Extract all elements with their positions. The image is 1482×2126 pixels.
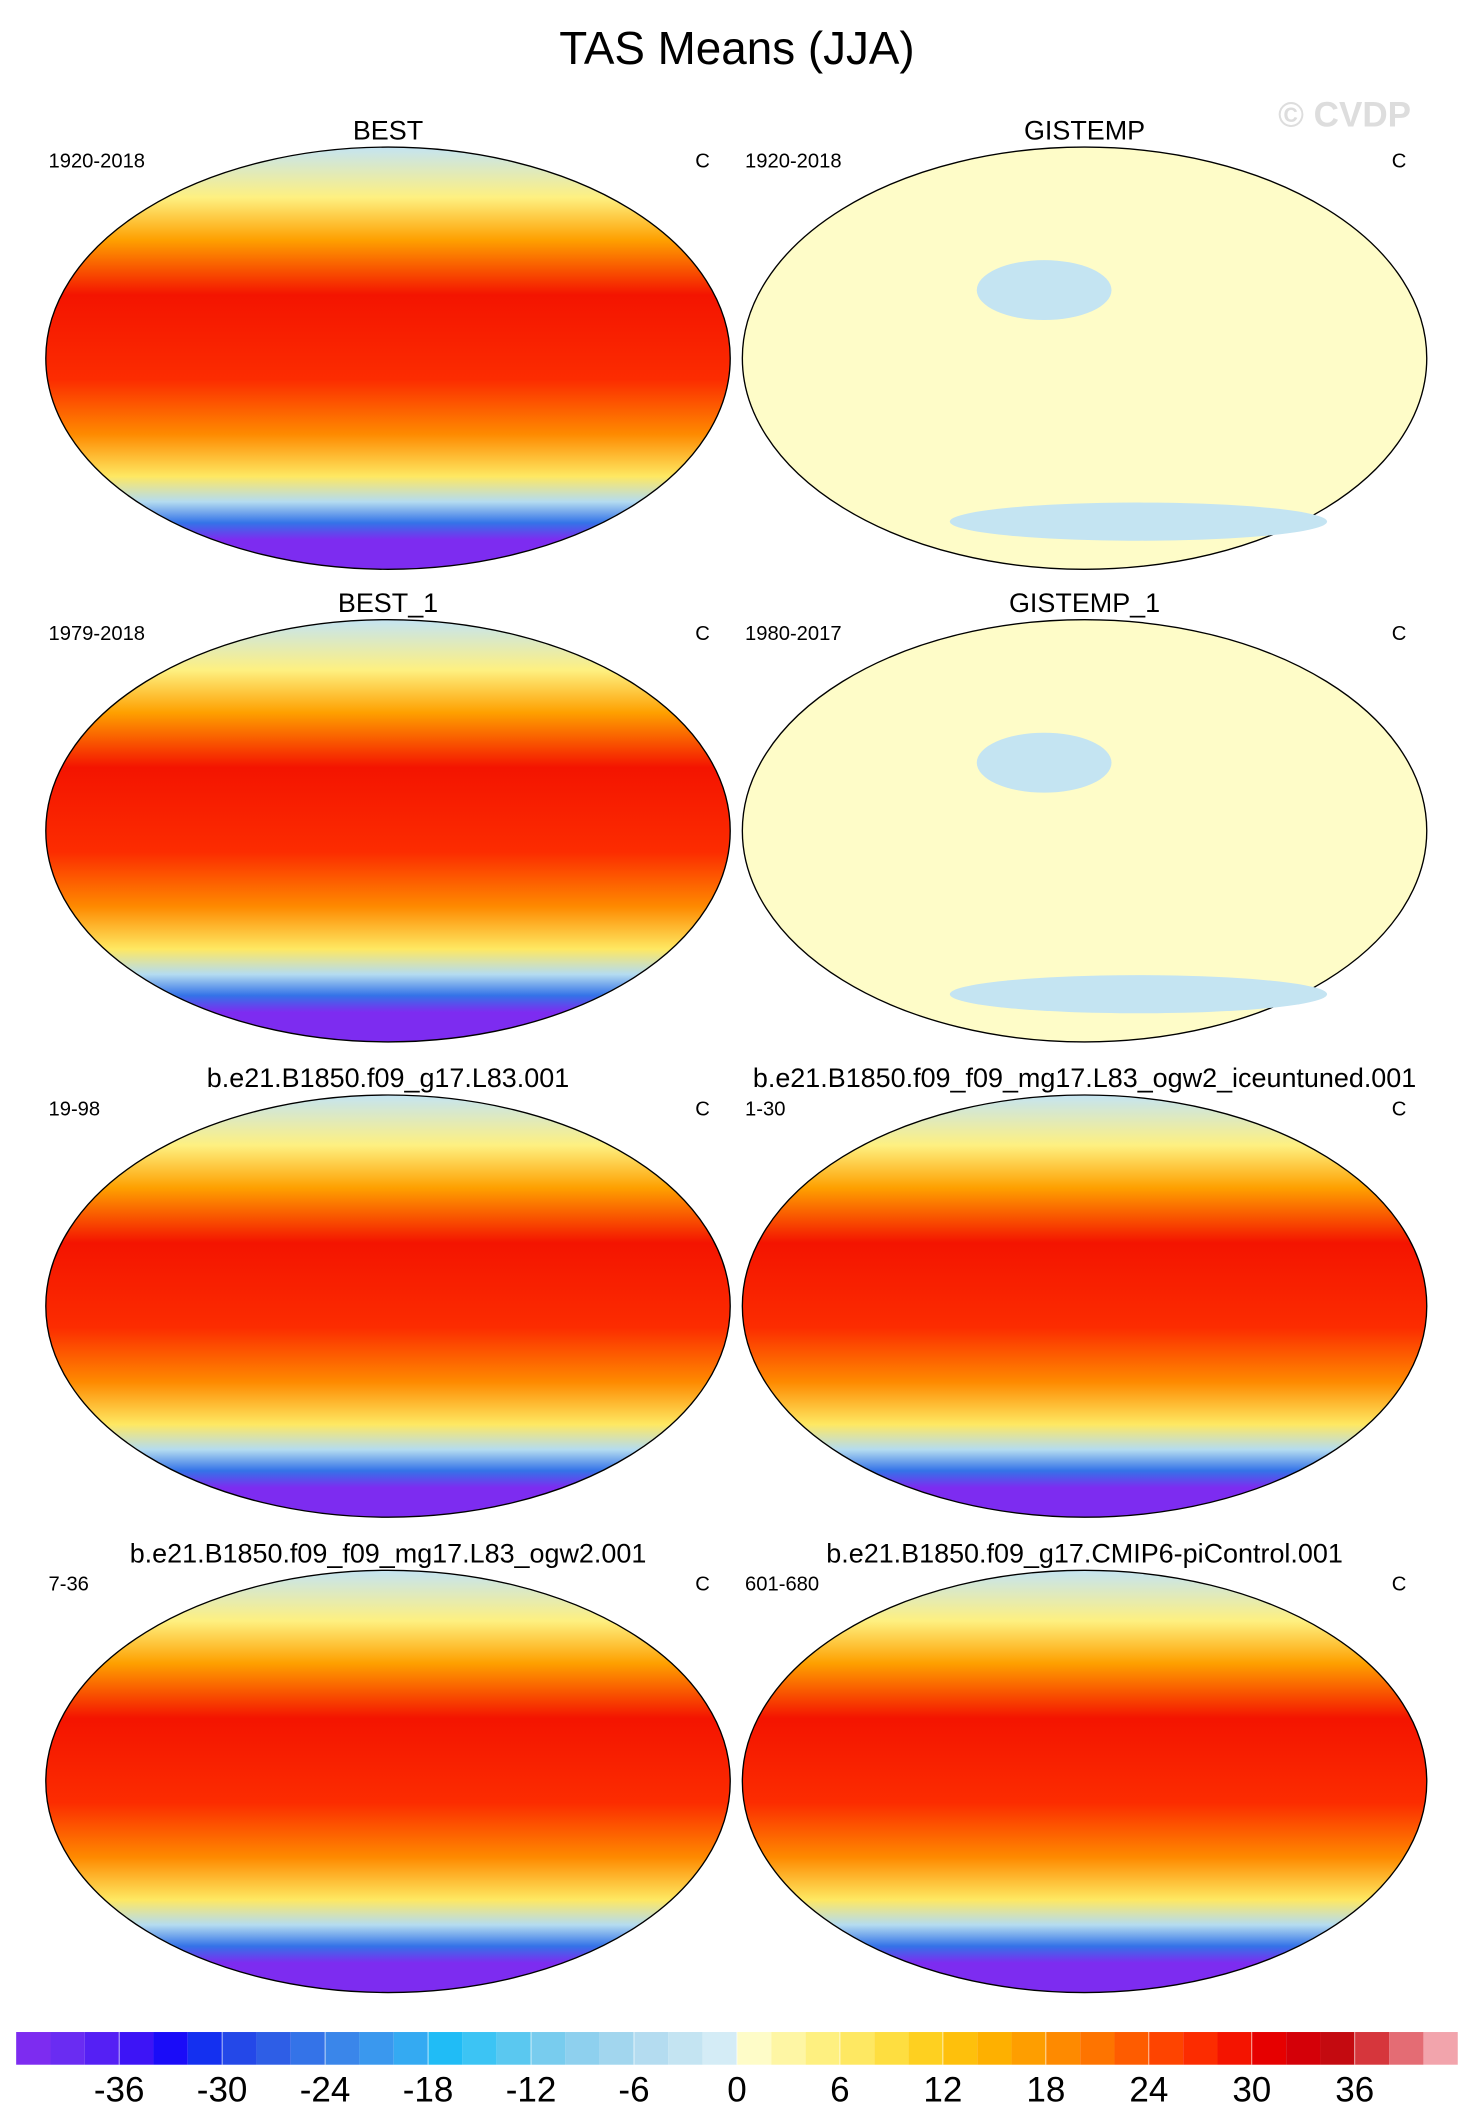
colorbar-box: [16, 2032, 51, 2065]
colorbar-box: [359, 2032, 394, 2065]
colorbar-box: [1251, 2032, 1287, 2065]
colorbar-label: 24: [1129, 2070, 1168, 2109]
colorbar-box: [599, 2032, 634, 2065]
panel-units: C: [1392, 1098, 1407, 1120]
panel-title: b.e21.B1850.f09_f09_mg17.L83_ogw2.001: [130, 1537, 647, 1568]
colorbar-box: [1423, 2032, 1458, 2065]
colorbar-box: [462, 2032, 497, 2065]
panel-period: 1979-2018: [49, 623, 146, 645]
map: [741, 146, 1428, 570]
colorbar-label: 0: [727, 2070, 746, 2109]
colorbar-label: -30: [197, 2070, 248, 2109]
panel-units: C: [1392, 1574, 1407, 1596]
colorbar-label: 30: [1232, 2070, 1271, 2109]
colorbar-box: [428, 2032, 463, 2065]
panel-title: BEST: [353, 114, 423, 145]
panel-title: BEST_1: [338, 587, 438, 618]
colorbar-box: [153, 2032, 188, 2065]
colorbar-box: [496, 2032, 532, 2065]
colorbar-box: [736, 2032, 772, 2065]
colorbar-box: [1320, 2032, 1355, 2065]
colorbar-box: [222, 2032, 257, 2065]
colorbar-label: -12: [506, 2070, 557, 2109]
colorbar-box: [1389, 2032, 1424, 2065]
colorbar-box: [565, 2032, 600, 2065]
map: [45, 1569, 731, 1994]
panel-units: C: [695, 623, 710, 645]
panel-period: 1-30: [745, 1098, 785, 1120]
panel-units: C: [1392, 150, 1407, 172]
colorbar-box: [1011, 2032, 1046, 2065]
colorbar-box: [187, 2032, 223, 2065]
colorbar-box: [1183, 2032, 1218, 2065]
map-patch: [949, 502, 1328, 541]
panel-units: C: [695, 1098, 710, 1120]
colorbar-box: [839, 2032, 875, 2065]
colorbar-box: [84, 2032, 120, 2065]
colorbar-label: 36: [1335, 2070, 1374, 2109]
colorbar-box: [50, 2032, 85, 2065]
colorbar-box: [1354, 2032, 1390, 2065]
watermark: © CVDP: [1278, 95, 1411, 134]
colorbar-box: [1045, 2032, 1081, 2065]
map: [741, 1094, 1428, 1518]
colorbar-box: [1286, 2032, 1321, 2065]
colorbar-label: -18: [403, 2070, 454, 2109]
colorbar-box: [256, 2032, 291, 2065]
panel-title: b.e21.B1850.f09_g17.CMIP6-piControl.001: [826, 1537, 1343, 1568]
colorbar-box: [1114, 2032, 1149, 2065]
map-patch: [949, 975, 1328, 1014]
map: [45, 146, 731, 570]
colorbar-box: [531, 2032, 566, 2065]
panel-title: GISTEMP_1: [1009, 587, 1160, 618]
colorbar-box: [290, 2032, 326, 2065]
map-patch: [976, 260, 1112, 321]
panel-title: GISTEMP: [1024, 114, 1145, 145]
colorbar-box: [908, 2032, 943, 2065]
panel-units: C: [695, 1574, 710, 1596]
colorbar-box: [942, 2032, 978, 2065]
colorbar-box: [977, 2032, 1012, 2065]
colorbar-label: -6: [618, 2070, 649, 2109]
panel-period: 7-36: [49, 1574, 89, 1596]
colorbar-box: [119, 2032, 154, 2065]
panel-units: C: [1392, 623, 1407, 645]
panel-title: b.e21.B1850.f09_g17.L83.001: [207, 1062, 569, 1093]
map-patch: [976, 732, 1112, 793]
colorbar-label: 6: [830, 2070, 849, 2109]
colorbar-box: [325, 2032, 360, 2065]
map: [45, 1094, 731, 1518]
colorbar-box: [702, 2032, 737, 2065]
colorbar-box: [668, 2032, 703, 2065]
colorbar-label: -36: [94, 2070, 145, 2109]
colorbar-box: [1217, 2032, 1252, 2065]
panel-units: C: [695, 150, 710, 172]
panel-title: b.e21.B1850.f09_f09_mg17.L83_ogw2_iceunt…: [753, 1062, 1416, 1093]
panel-period: 1980-2017: [745, 623, 842, 645]
map: [741, 619, 1428, 1043]
colorbar-box: [805, 2032, 840, 2065]
colorbar-box: [633, 2032, 669, 2065]
colorbar-label: 18: [1026, 2070, 1065, 2109]
colorbar-box: [874, 2032, 909, 2065]
colorbar-box: [1148, 2032, 1184, 2065]
panel-period: 1920-2018: [49, 150, 146, 172]
panel-period: 601-680: [745, 1574, 819, 1596]
map: [45, 619, 731, 1043]
panel-period: 19-98: [49, 1098, 101, 1120]
colorbar-label: 12: [923, 2070, 962, 2109]
map: [741, 1569, 1428, 1994]
panel-period: 1920-2018: [745, 150, 842, 172]
colorbar-box: [771, 2032, 806, 2065]
colorbar-label: -24: [300, 2070, 351, 2109]
colorbar-box: [1080, 2032, 1115, 2065]
colorbar-box: [393, 2032, 429, 2065]
figure-title: TAS Means (JJA): [559, 22, 914, 74]
